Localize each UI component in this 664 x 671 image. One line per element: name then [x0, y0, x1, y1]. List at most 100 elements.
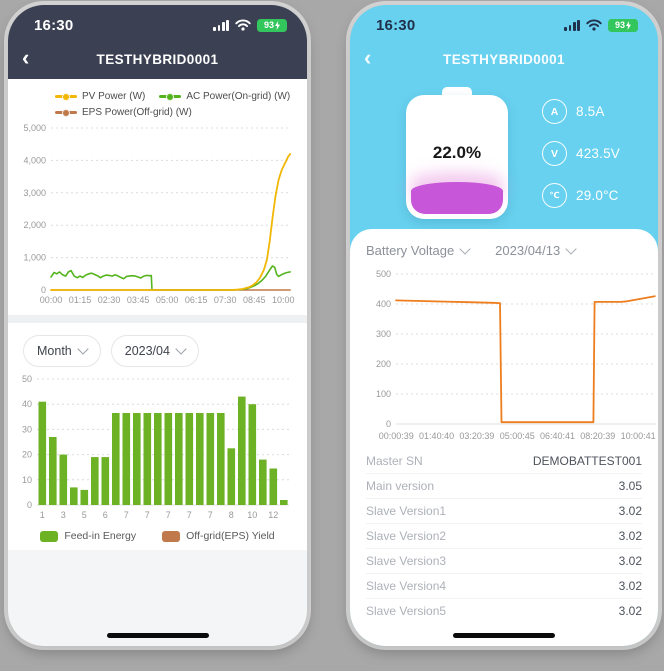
svg-text:1,000: 1,000 — [23, 253, 46, 263]
svg-text:4,000: 4,000 — [23, 155, 46, 165]
svg-text:7: 7 — [145, 510, 150, 520]
row-label: Slave Version2 — [366, 529, 447, 543]
page-title: TESTHYBRID0001 — [96, 51, 219, 67]
power-chart-legend: PV Power (W) AC Power(On-grid) (W) EPS P… — [55, 91, 307, 118]
status-icons: 93 — [213, 18, 287, 32]
charging-bolt-icon — [275, 20, 280, 30]
power-line-chart[interactable]: 0 1,000 2,000 3,000 4,000 5,000 00:00 01:15 02:3… — [11, 120, 303, 306]
table-row: Slave Version5 3.02 — [366, 599, 642, 623]
svg-text:7: 7 — [166, 510, 171, 520]
status-bar: 16:30 93 — [8, 5, 307, 39]
svg-text:10:00: 10:00 — [272, 295, 295, 305]
row-value: 3.02 — [618, 579, 642, 593]
device-info-table: Master SN DEMOBATTEST001 Main version 3.… — [366, 449, 642, 623]
energy-chart-controls: Month 2023/04 — [11, 335, 304, 367]
month-date-value: 2023/04 — [124, 344, 170, 358]
battery-status-icon: 93 — [608, 18, 638, 32]
svg-text:3: 3 — [61, 510, 66, 520]
ac-power-marker-icon — [159, 92, 182, 101]
battery-stats: A 8.5A V 423.5V ℃ 29.0°C — [542, 99, 620, 208]
row-label: Master SN — [366, 454, 423, 468]
svg-text:30: 30 — [22, 424, 32, 434]
voltage-line-chart[interactable]: 0 100 200 300 400 500 00:00:39 01:40:40 03:20:39… — [366, 264, 658, 442]
table-row: Master SN DEMOBATTEST001 — [366, 449, 642, 474]
svg-text:5: 5 — [82, 510, 87, 520]
legend-item-ac-power[interactable]: AC Power(On-grid) (W) — [159, 91, 290, 102]
svg-text:7: 7 — [208, 510, 213, 520]
legend-item-off-grid[interactable]: Off-grid(EPS) Yield — [162, 530, 275, 542]
svg-text:07:30: 07:30 — [214, 295, 237, 305]
nav-bar: ‹ TESTHYBRID0001 — [350, 39, 658, 79]
phone-left: 16:30 93 ‹ TESTHYBRID0001 PV Power (W) — [8, 5, 307, 646]
battery-soc-value: 22.0% — [432, 143, 482, 162]
detail-sheet: Battery Voltage 2023/04/13 0 100 200 300 400… — [350, 229, 658, 646]
back-button[interactable]: ‹ — [22, 45, 30, 70]
energy-bar-chart[interactable]: 0 10 20 30 40 50 1 3 5 6 7 7 7 7 7 8 10 12 — [11, 373, 301, 521]
svg-text:300: 300 — [376, 329, 391, 339]
svg-text:01:15: 01:15 — [69, 295, 92, 305]
table-row: Slave Version1 3.02 — [366, 499, 642, 524]
nav-bar: ‹ TESTHYBRID0001 — [8, 39, 307, 79]
clock: 16:30 — [34, 16, 74, 34]
home-indicator[interactable] — [453, 633, 555, 638]
row-value: 3.02 — [618, 554, 642, 568]
cellular-signal-icon — [213, 19, 229, 31]
chevron-down-icon — [459, 242, 471, 255]
home-indicator[interactable] — [106, 633, 209, 638]
metric-dropdown[interactable]: Battery Voltage — [366, 242, 471, 258]
voltage-stat: V 423.5V — [542, 141, 620, 166]
voltage-value: 423.5V — [576, 146, 620, 161]
svg-text:03:45: 03:45 — [127, 295, 150, 305]
svg-text:400: 400 — [376, 299, 391, 309]
svg-text:0: 0 — [41, 285, 46, 295]
volts-icon: V — [542, 141, 567, 166]
wifi-icon — [586, 19, 602, 31]
period-dropdown[interactable]: Month — [23, 335, 101, 367]
eps-power-marker-icon — [55, 108, 77, 117]
legend-label: Off-grid(EPS) Yield — [186, 530, 275, 542]
battery-percent: 93 — [263, 20, 274, 30]
metric-dropdown-value: Battery Voltage — [366, 243, 455, 258]
svg-text:2,000: 2,000 — [23, 220, 46, 230]
celsius-icon: ℃ — [542, 183, 567, 208]
table-row: Slave Version3 3.02 — [366, 549, 642, 574]
svg-text:03:20:39: 03:20:39 — [459, 431, 494, 441]
page-title: TESTHYBRID0001 — [443, 51, 565, 67]
row-value: 3.05 — [618, 479, 642, 493]
legend-item-pv-power[interactable]: PV Power (W) — [55, 91, 145, 102]
svg-text:0: 0 — [386, 419, 391, 429]
month-date-picker[interactable]: 2023/04 — [110, 335, 199, 367]
svg-text:6: 6 — [103, 510, 108, 520]
svg-text:200: 200 — [376, 359, 391, 369]
pv-power-marker-icon — [55, 92, 77, 101]
svg-text:20: 20 — [22, 450, 32, 460]
battery-status-icon: 93 — [257, 18, 287, 32]
phone-right: 16:30 93 ‹ TESTHYBRID0001 22.0% — [350, 5, 658, 646]
section-divider — [8, 315, 307, 323]
legend-item-eps-power[interactable]: EPS Power(Off-grid) (W) — [55, 107, 192, 118]
row-value: 3.02 — [618, 529, 642, 543]
legend-label: Feed-in Energy — [64, 530, 137, 542]
battery-percent: 93 — [614, 20, 625, 30]
legend-label: PV Power (W) — [82, 91, 146, 102]
svg-text:5,000: 5,000 — [23, 123, 46, 133]
chevron-down-icon — [565, 242, 577, 255]
svg-text:08:20:39: 08:20:39 — [580, 431, 615, 441]
battery-fill — [411, 182, 503, 214]
wifi-icon — [235, 19, 251, 31]
row-label: Slave Version5 — [366, 604, 447, 618]
back-button[interactable]: ‹ — [364, 45, 372, 70]
day-date-picker[interactable]: 2023/04/13 — [495, 242, 577, 258]
svg-text:0: 0 — [27, 500, 32, 510]
chevron-down-icon — [175, 343, 187, 355]
status-bar: 16:30 93 — [350, 5, 658, 39]
row-label: Slave Version3 — [366, 554, 447, 568]
table-row: Slave Version4 3.02 — [366, 574, 642, 599]
current-stat: A 8.5A — [542, 99, 620, 124]
svg-text:40: 40 — [22, 399, 32, 409]
battery-graphic: 22.0% — [406, 87, 508, 219]
legend-item-feed-in[interactable]: Feed-in Energy — [40, 530, 136, 542]
row-label: Slave Version4 — [366, 579, 447, 593]
current-value: 8.5A — [576, 104, 605, 119]
legend-label: AC Power(On-grid) (W) — [186, 91, 291, 102]
